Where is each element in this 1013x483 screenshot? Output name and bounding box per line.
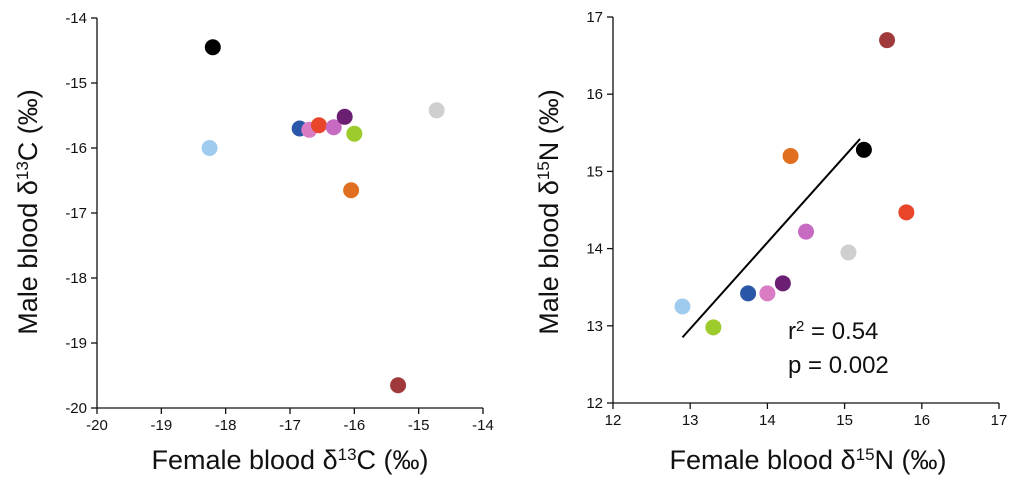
nitrogen-point-3 [898, 204, 915, 221]
nitrogen-x-axis-title: Female blood δ15N (‰) [669, 445, 946, 476]
nitrogen-point-0 [879, 32, 896, 49]
nitrogen-point-5 [840, 244, 857, 261]
nitrogen-y-tick-label-1: 13 [586, 318, 603, 335]
carbon-y-tick-label-4: -16 [65, 140, 87, 157]
nitrogen-x-axis: 12 13 14 15 16 17 [605, 402, 1008, 429]
carbon-y-tick-label-0: -20 [65, 400, 87, 417]
carbon-x-axis: -20 -19 -18 -17 -16 -15 -14 [86, 407, 494, 434]
nitrogen-point-7 [740, 285, 757, 302]
nitrogen-y-ticks: 12 13 14 15 16 17 [586, 9, 613, 412]
nitrogen-y-tick-label-5: 17 [586, 9, 603, 26]
carbon-x-tick-label-5: -15 [408, 417, 430, 434]
nitrogen-y-tick-label-4: 16 [586, 86, 603, 103]
nitrogen-y-axis: 12 13 14 15 16 17 [586, 9, 614, 412]
nitrogen-point-2 [855, 141, 872, 158]
p-value-annotation: p = 0.002 [788, 352, 889, 379]
carbon-point-7 [346, 125, 363, 142]
carbon-point-1 [201, 140, 218, 156]
nitrogen-x-tick-label-4: 16 [913, 412, 930, 429]
carbon-panel: -20 -19 -18 -17 -16 -15 -14 -20 -19 -18 -17 -16 -15… [13, 10, 494, 475]
nitrogen-x-ticks: 12 13 14 15 16 17 [605, 403, 1008, 429]
nitrogen-point-1 [782, 147, 799, 164]
nitrogen-point-6 [774, 275, 791, 292]
nitrogen-x-tick-label-1: 13 [682, 412, 699, 429]
nitrogen-x-tick-label-5: 17 [991, 412, 1008, 429]
carbon-point-6 [336, 108, 353, 125]
nitrogen-point-4 [798, 223, 814, 240]
nitrogen-y-axis-title: Male blood δ15N (‰) [534, 89, 565, 335]
nitrogen-x-tick-label-0: 12 [605, 412, 622, 429]
regression-line [681, 138, 861, 339]
nitrogen-y-tick-label-0: 12 [586, 395, 603, 412]
carbon-point-10 [390, 377, 407, 394]
nitrogen-points [674, 32, 915, 336]
carbon-y-tick-label-5: -15 [65, 75, 87, 92]
nitrogen-panel: 12 13 14 15 16 17 12 13 14 15 16 17 r2 = 0.54 p = … [534, 9, 1008, 475]
carbon-y-tick-label-2: -18 [65, 270, 87, 287]
nitrogen-point-9 [674, 298, 691, 315]
carbon-x-tick-label-0: -20 [86, 417, 108, 434]
carbon-x-tick-label-1: -19 [150, 417, 172, 434]
carbon-y-tick-label-1: -19 [65, 335, 87, 352]
carbon-x-tick-label-4: -16 [343, 417, 365, 434]
carbon-point-9 [428, 102, 445, 119]
carbon-y-axis-title: Male blood δ13C (‰) [13, 89, 44, 335]
carbon-y-tick-label-6: -14 [65, 10, 87, 27]
nitrogen-y-tick-label-3: 15 [586, 163, 603, 180]
carbon-y-axis: -20 -19 -18 -17 -16 -15 -14 [65, 10, 98, 417]
carbon-y-tick-label-3: -17 [65, 205, 87, 222]
nitrogen-x-tick-label-2: 14 [759, 412, 776, 429]
carbon-x-axis-title: Female blood δ13C (‰) [151, 445, 428, 476]
nitrogen-x-tick-label-3: 15 [836, 412, 853, 429]
r-squared-annotation: r2 = 0.54 [788, 318, 878, 346]
carbon-x-tick-label-2: -18 [215, 417, 237, 434]
carbon-point-0 [204, 39, 221, 56]
carbon-point-5 [325, 119, 342, 136]
nitrogen-point-10 [705, 319, 722, 336]
carbon-y-ticks: -20 -19 -18 -17 -16 -15 -14 [65, 10, 97, 417]
carbon-point-8 [343, 182, 360, 199]
carbon-x-tick-label-6: -14 [472, 417, 494, 434]
carbon-x-tick-label-3: -17 [279, 417, 301, 434]
carbon-x-ticks: -20 -19 -18 -17 -16 -15 -14 [86, 408, 494, 434]
carbon-point-4 [310, 117, 327, 134]
nitrogen-y-tick-label-2: 14 [586, 241, 603, 258]
carbon-points [201, 39, 445, 394]
nitrogen-point-8 [759, 285, 776, 302]
